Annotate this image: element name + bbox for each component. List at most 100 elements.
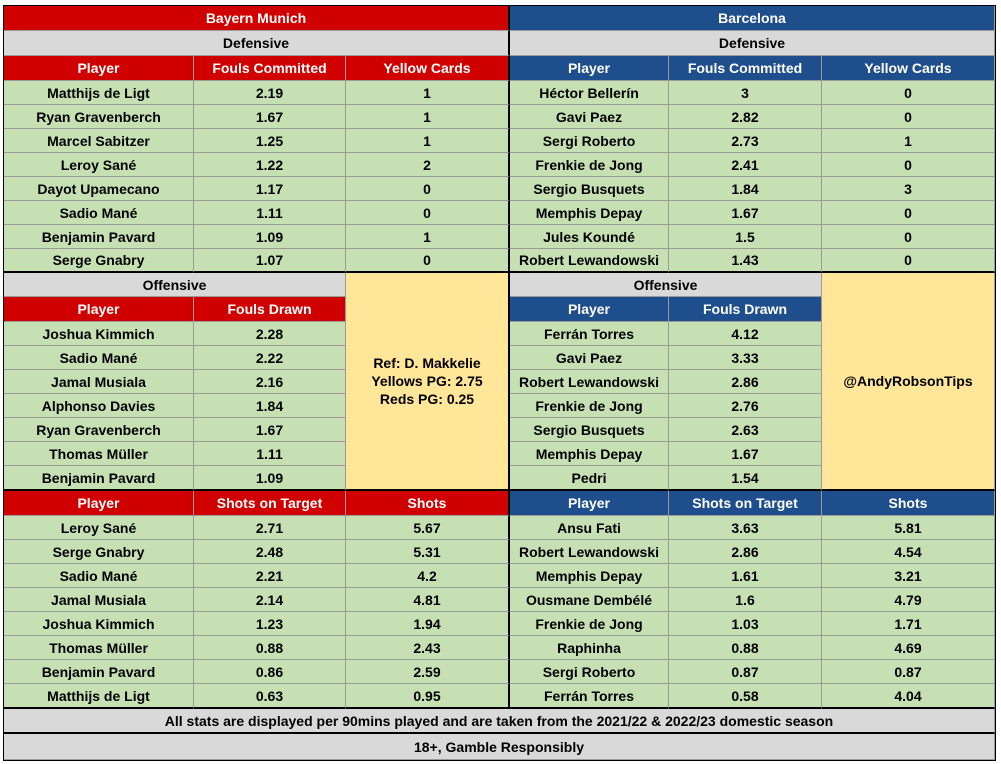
barcelona-shots-cell: 4.04	[822, 684, 995, 709]
twitter-handle: @AndyRobsonTips	[822, 273, 995, 491]
barcelona-team-title: Barcelona	[510, 6, 995, 31]
bayern-defensive-cell: 2	[346, 153, 510, 177]
barcelona-offensive-cell: Sergio Busquets	[510, 418, 669, 442]
barcelona-defensive-header: Yellow Cards	[822, 56, 995, 81]
bayern-shots-cell: 4.81	[346, 588, 510, 612]
bayern-shots-cell: 0.88	[194, 636, 346, 660]
bayern-offensive-cell: Joshua Kimmich	[4, 322, 194, 346]
barcelona-defensive-cell: 1.84	[669, 177, 822, 201]
bayern-offensive-cell: Ryan Gravenberch	[4, 418, 194, 442]
barcelona-shots-cell: 3.63	[669, 516, 822, 540]
barcelona-offensive-cell: 1.67	[669, 442, 822, 466]
bayern-shots-cell: 2.71	[194, 516, 346, 540]
barcelona-shots-cell: 0.87	[822, 660, 995, 684]
bayern-defensive-cell: Matthijs de Ligt	[4, 81, 194, 105]
barcelona-defensive-cell: Memphis Depay	[510, 201, 669, 225]
barcelona-offensive-cell: Pedri	[510, 466, 669, 491]
bayern-shots-cell: Jamal Musiala	[4, 588, 194, 612]
bayern-defensive-cell: Dayot Upamecano	[4, 177, 194, 201]
barcelona-defensive-cell: Frenkie de Jong	[510, 153, 669, 177]
referee-box: Ref: D. Makkelie Yellows PG: 2.75 Reds PG:…	[346, 273, 510, 491]
bayern-shots-cell: 2.21	[194, 564, 346, 588]
barcelona-offensive-cell: 4.12	[669, 322, 822, 346]
barcelona-shots-cell: 0.58	[669, 684, 822, 709]
barcelona-defensive-cell: 0	[822, 249, 995, 273]
barcelona-offensive-header: Fouls Drawn	[669, 297, 822, 322]
barcelona-offensive-title: Offensive	[510, 273, 822, 297]
bayern-shots-cell: 5.31	[346, 540, 510, 564]
barcelona-defensive-cell: 2.73	[669, 129, 822, 153]
bayern-defensive-header: Fouls Committed	[194, 56, 346, 81]
bayern-defensive-cell: 0	[346, 177, 510, 201]
barcelona-defensive-cell: 0	[822, 81, 995, 105]
bayern-defensive-cell: 1.22	[194, 153, 346, 177]
barcelona-shots-cell: 3.21	[822, 564, 995, 588]
barcelona-shots-cell: Robert Lewandowski	[510, 540, 669, 564]
bayern-offensive-cell: 1.67	[194, 418, 346, 442]
bayern-shots-cell: 0.86	[194, 660, 346, 684]
barcelona-shots-cell: Ousmane Dembélé	[510, 588, 669, 612]
bayern-shots-header: Player	[4, 491, 194, 516]
footer-disclaimer: 18+, Gamble Responsibly	[4, 734, 995, 760]
barcelona-shots-cell: 0.87	[669, 660, 822, 684]
bayern-defensive-cell: Benjamin Pavard	[4, 225, 194, 249]
barcelona-offensive-header: Player	[510, 297, 669, 322]
bayern-defensive-cell: 0	[346, 201, 510, 225]
bayern-shots-cell: Serge Gnabry	[4, 540, 194, 564]
bayern-shots-cell: 0.63	[194, 684, 346, 709]
barcelona-shots-header: Player	[510, 491, 669, 516]
bayern-shots-cell: 2.14	[194, 588, 346, 612]
bayern-offensive-cell: 1.84	[194, 394, 346, 418]
barcelona-shots-cell: 1.71	[822, 612, 995, 636]
bayern-shots-cell: Joshua Kimmich	[4, 612, 194, 636]
barcelona-shots-header: Shots on Target	[669, 491, 822, 516]
barcelona-offensive-cell: Frenkie de Jong	[510, 394, 669, 418]
bayern-offensive-title: Offensive	[4, 273, 346, 297]
bayern-offensive-header: Fouls Drawn	[194, 297, 346, 322]
bayern-defensive-cell: 1	[346, 225, 510, 249]
bayern-shots-cell: 2.59	[346, 660, 510, 684]
bayern-shots-cell: 2.48	[194, 540, 346, 564]
barcelona-defensive-cell: Robert Lewandowski	[510, 249, 669, 273]
barcelona-shots-cell: 1.6	[669, 588, 822, 612]
bayern-defensive-cell: Serge Gnabry	[4, 249, 194, 273]
barcelona-offensive-cell: Gavi Paez	[510, 346, 669, 370]
bayern-shots-header: Shots	[346, 491, 510, 516]
barcelona-defensive-cell: 1	[822, 129, 995, 153]
barcelona-shots-cell: 4.69	[822, 636, 995, 660]
barcelona-defensive-cell: 3	[669, 81, 822, 105]
barcelona-defensive-cell: Héctor Bellerín	[510, 81, 669, 105]
barcelona-defensive-cell: Gavi Paez	[510, 105, 669, 129]
bayern-offensive-cell: Alphonso Davies	[4, 394, 194, 418]
barcelona-defensive-cell: 0	[822, 105, 995, 129]
barcelona-offensive-cell: 2.63	[669, 418, 822, 442]
bayern-shots-cell: 5.67	[346, 516, 510, 540]
barcelona-shots-cell: 4.54	[822, 540, 995, 564]
bayern-defensive-cell: 1.25	[194, 129, 346, 153]
barcelona-offensive-cell: Ferrán Torres	[510, 322, 669, 346]
barcelona-defensive-cell: 1.43	[669, 249, 822, 273]
barcelona-defensive-header: Player	[510, 56, 669, 81]
bayern-shots-cell: Thomas Müller	[4, 636, 194, 660]
bayern-defensive-cell: Marcel Sabitzer	[4, 129, 194, 153]
barcelona-shots-cell: Raphinha	[510, 636, 669, 660]
referee-yellows: Yellows PG: 2.75	[371, 373, 483, 389]
referee-reds: Reds PG: 0.25	[379, 391, 475, 407]
bayern-defensive-cell: Ryan Gravenberch	[4, 105, 194, 129]
bayern-defensive-cell: 1.07	[194, 249, 346, 273]
bayern-shots-cell: 2.43	[346, 636, 510, 660]
bayern-defensive-cell: Sadio Mané	[4, 201, 194, 225]
barcelona-shots-cell: 1.61	[669, 564, 822, 588]
bayern-shots-header: Shots on Target	[194, 491, 346, 516]
barcelona-shots-cell: Sergi Roberto	[510, 660, 669, 684]
bayern-offensive-cell: 1.09	[194, 466, 346, 491]
barcelona-shots-cell: 2.86	[669, 540, 822, 564]
barcelona-defensive-cell: 0	[822, 153, 995, 177]
barcelona-shots-header: Shots	[822, 491, 995, 516]
barcelona-defensive-cell: 0	[822, 201, 995, 225]
barcelona-shots-cell: 5.81	[822, 516, 995, 540]
stats-sheet: Bayern Munich Defensive Player Fouls Commit…	[3, 5, 996, 761]
bayern-team-title: Bayern Munich	[4, 6, 510, 31]
bayern-defensive-cell: 1	[346, 105, 510, 129]
bayern-offensive-cell: 2.28	[194, 322, 346, 346]
